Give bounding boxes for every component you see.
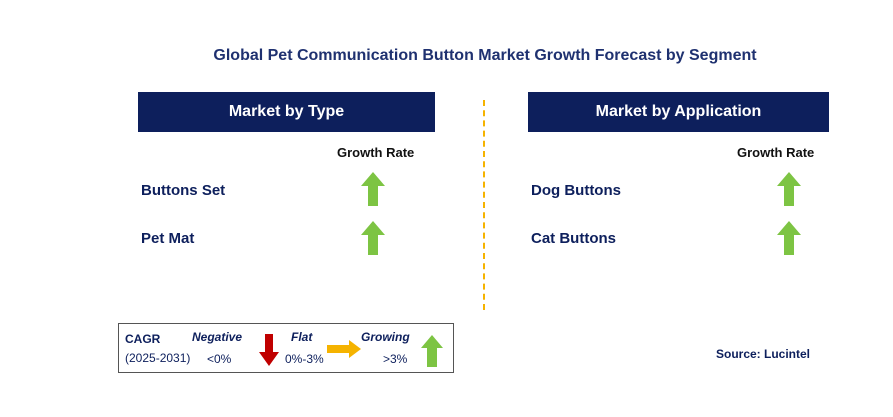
type-row-label-buttons-set: Buttons Set	[141, 182, 226, 199]
legend-growing-range: >3%	[383, 352, 408, 366]
application-row-label-cat-buttons: Cat Buttons	[531, 230, 616, 247]
page-title: Global Pet Communication Button Market G…	[213, 47, 757, 64]
application-row-label-dog-buttons: Dog Buttons	[531, 182, 621, 199]
up-arrow-icon	[421, 335, 443, 367]
legend-negative-range: <0%	[207, 352, 232, 366]
application-panel-header: Market by Application	[528, 92, 829, 132]
type-row-label-pet-mat: Pet Mat	[141, 230, 195, 247]
type-panel-header: Market by Type	[138, 92, 435, 132]
cagr-legend: CAGR (2025-2031) Negative <0% Flat 0%-3%…	[118, 323, 454, 373]
legend-flat-range: 0%-3%	[285, 352, 324, 366]
up-arrow-icon	[777, 172, 801, 206]
legend-growing-label: Growing	[361, 330, 410, 344]
legend-flat-label: Flat	[291, 330, 313, 344]
right-arrow-icon	[327, 340, 361, 358]
up-arrow-icon	[777, 221, 801, 255]
legend-negative-label: Negative	[192, 330, 243, 344]
type-growth-rate-label: Growth Rate	[337, 145, 415, 160]
up-arrow-icon	[361, 221, 385, 255]
down-arrow-icon	[259, 334, 279, 366]
up-arrow-icon	[361, 172, 385, 206]
legend-cagr-label: CAGR	[125, 332, 161, 346]
application-growth-rate-label: Growth Rate	[737, 145, 815, 160]
source-note: Source: Lucintel	[716, 347, 811, 361]
panel-divider	[483, 100, 485, 310]
legend-period-label: (2025-2031)	[125, 351, 191, 365]
